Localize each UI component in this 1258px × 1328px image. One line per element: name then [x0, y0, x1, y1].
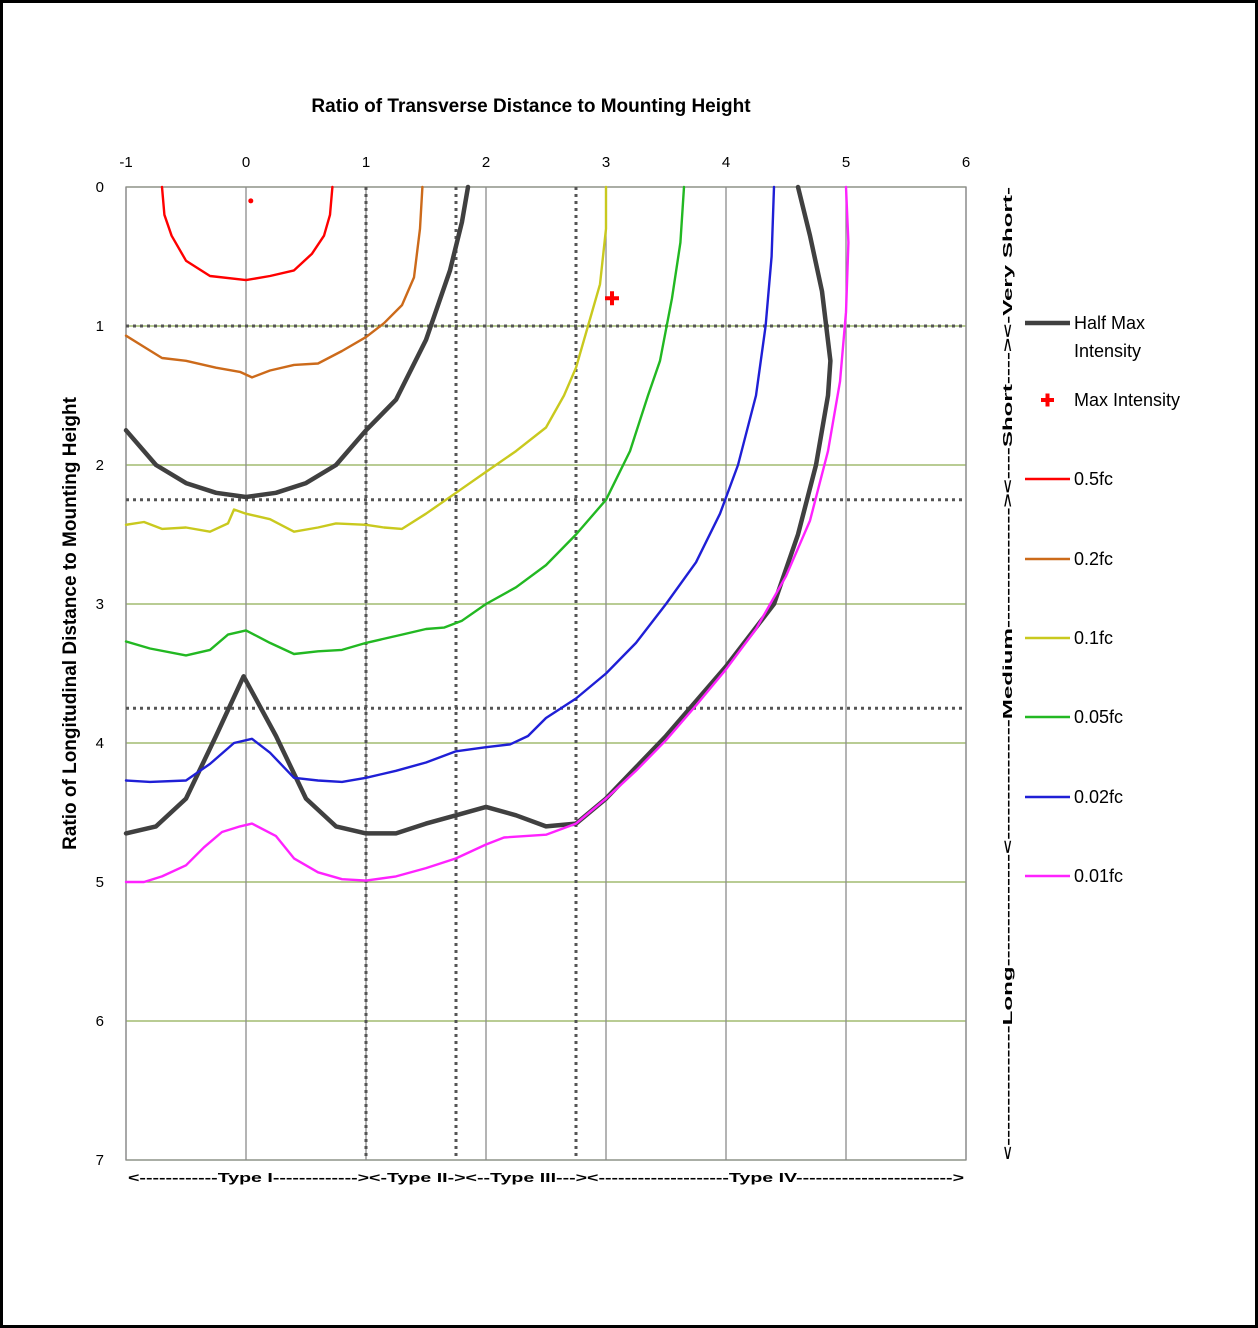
x-tick-label: 3: [602, 154, 610, 171]
series-line: [124, 185, 776, 784]
legend-label: 0.1fc: [1074, 628, 1113, 648]
series-line: [123, 184, 471, 500]
x-tick-label: 1: [362, 154, 370, 171]
y-tick-label: 0: [96, 179, 104, 196]
x-tick-label: -1: [119, 154, 132, 171]
series-line: [124, 185, 850, 884]
x-tick-label: 6: [962, 154, 970, 171]
legend-label: 0.2fc: [1074, 549, 1113, 569]
x-tick-label: 5: [842, 154, 850, 171]
y-tick-label: 3: [96, 596, 104, 613]
y-tick-label: 6: [96, 1013, 104, 1030]
y-axis-label: Ratio of Longitudinal Distance to Mounti…: [60, 396, 81, 849]
y-tick-label: 5: [96, 874, 104, 891]
x-tick-label: 2: [482, 154, 490, 171]
series-line: [123, 184, 833, 836]
legend-label: 0.02fc: [1074, 787, 1123, 807]
type-band-label: <------------Type I-------------><-Type …: [128, 1170, 965, 1185]
y-tick-label: 1: [96, 318, 104, 335]
series-line: [124, 185, 686, 657]
plot-border: [125, 186, 967, 1161]
y-tick-label: 2: [96, 457, 104, 474]
series-line: [124, 185, 424, 379]
max-intensity-dot: [248, 198, 254, 204]
legend-label: Max Intensity: [1074, 390, 1180, 410]
legend-label: Intensity: [1074, 341, 1141, 361]
series-line: [124, 185, 608, 533]
legend-label: 0.01fc: [1074, 866, 1123, 886]
series-line: [160, 185, 334, 282]
max-intensity-marker: [605, 291, 619, 306]
legend-label: Half Max: [1074, 313, 1145, 333]
legend-label: 0.5fc: [1074, 469, 1113, 489]
legend-swatch: [1041, 393, 1054, 407]
legend-label: 0.05fc: [1074, 707, 1123, 727]
x-tick-label: 0: [242, 154, 250, 171]
length-band-label: <---------------Long--------------<-----…: [1000, 187, 1015, 1160]
y-tick-label: 4: [96, 735, 104, 752]
x-tick-label: 4: [722, 154, 730, 171]
chart-title: Ratio of Transverse Distance to Mounting…: [311, 96, 751, 117]
y-tick-label: 7: [96, 1152, 104, 1169]
